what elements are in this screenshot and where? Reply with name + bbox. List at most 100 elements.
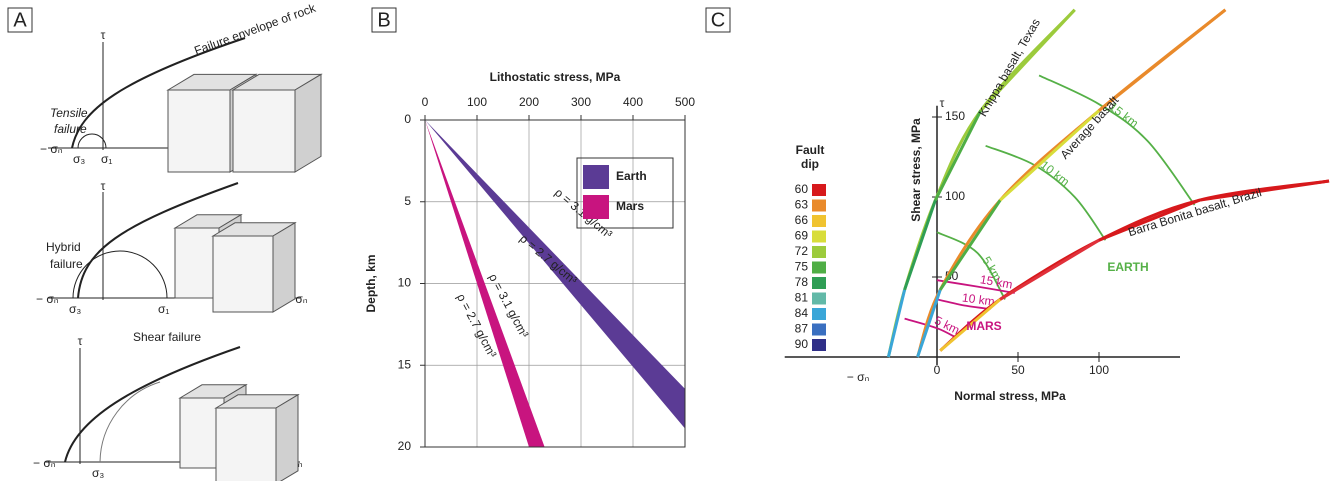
block-face [232, 89, 296, 173]
failure-label: Shear failure [133, 330, 201, 344]
envelope-segment [903, 199, 937, 291]
legend-swatch [812, 339, 826, 351]
panel-label-box [371, 7, 397, 33]
envelope-label: Failure envelope of rock [192, 0, 318, 57]
plot-frame [424, 119, 686, 448]
region-label: EARTH [1107, 260, 1148, 274]
x-tick-label: 0 [422, 95, 429, 109]
envelope-segment [979, 8, 1076, 112]
legend-box [576, 157, 674, 229]
legend-label: 60 [795, 182, 809, 196]
depth-contour [936, 231, 1006, 300]
envelope-segment [1098, 8, 1227, 112]
envelope-segment [916, 289, 942, 358]
block-face [167, 89, 231, 173]
envelope-segment [1199, 179, 1330, 202]
envelope [71, 37, 246, 149]
axis-symbol: τ [78, 334, 83, 348]
legend-swatch [812, 199, 826, 212]
envelope-segment [939, 298, 1002, 352]
envelope-segment [934, 109, 983, 201]
x-tick-label: 400 [623, 95, 643, 109]
block-side [272, 221, 296, 313]
axis-symbol: τ [101, 28, 106, 42]
legend-label: 72 [795, 244, 809, 258]
legend-label: 75 [795, 260, 809, 274]
legend-swatch [812, 292, 826, 305]
legend-swatch [812, 261, 826, 274]
y-axis-title: Depth, km [364, 254, 378, 312]
envelope [64, 346, 241, 463]
diagram-hybrid [48, 182, 300, 300]
legend-title: Fault dip [795, 143, 825, 171]
panel-label-box [7, 7, 33, 33]
axis-label: − σₙ [33, 456, 56, 470]
x-tick-label: 100 [1089, 363, 1109, 377]
mohr-circle [99, 381, 161, 463]
x-tick-label: 50 [1011, 363, 1025, 377]
depth-contour [936, 298, 991, 310]
legend-swatch [812, 215, 826, 227]
panel-label: B [377, 9, 390, 31]
contour-label: 10 km [961, 291, 995, 309]
sigma-label: σ₁ [158, 302, 169, 316]
mohr-circle [72, 250, 168, 299]
envelope-segment [886, 289, 907, 358]
panel-label: A [13, 9, 27, 31]
x-axis-title: Lithostatic stress, MPa [490, 70, 621, 84]
legend-swatch [812, 230, 826, 243]
mohr-circle [77, 133, 107, 149]
sigma-label: σ₃ [69, 302, 81, 316]
y-tick-label: 10 [398, 276, 412, 290]
envelope-segment [938, 199, 1002, 291]
failure-label: Tensile [50, 106, 88, 120]
envelope-segment [999, 109, 1101, 202]
legend-swatch [812, 184, 826, 196]
y-tick-label: 15 [398, 357, 412, 371]
x-tick-label: 300 [571, 95, 591, 109]
density-label: ρ = 2.7 g/cm³ [517, 231, 580, 287]
y-tick-label: 150 [945, 109, 965, 123]
block-face [215, 407, 277, 481]
legend-swatch [812, 308, 826, 320]
envelope [77, 182, 239, 299]
legend-label: Earth [616, 169, 647, 183]
sigma-label: σ₁ [101, 152, 112, 166]
contour-label: 15 km [979, 272, 1014, 291]
curve-label: Average basalt [1057, 93, 1121, 162]
y-tick-label: 0 [404, 112, 411, 126]
y-tick-label: 20 [398, 439, 412, 453]
x-tick-label: 500 [675, 95, 695, 109]
depth-contour [1038, 74, 1196, 206]
depth-contour [904, 317, 957, 339]
legend-swatch [583, 165, 609, 189]
legend-swatch [812, 323, 826, 336]
legend-label: Mars [616, 199, 644, 213]
legend-label: 63 [795, 198, 809, 212]
legend-label: 90 [795, 337, 809, 351]
y-axis-title: Shear stress, MPa [909, 118, 923, 222]
block-face [212, 235, 274, 313]
sigma-label: σ₃ [73, 152, 85, 166]
legend-label: 78 [795, 275, 809, 289]
y-tick-label: 100 [945, 189, 965, 203]
legend-label: 84 [795, 306, 809, 320]
x-tick-label: 0 [934, 363, 941, 377]
legend-label: 66 [795, 213, 809, 227]
x-axis-title: Normal stress, MPa [954, 389, 1066, 403]
legend-swatch [583, 195, 609, 219]
envelope-segment [999, 238, 1100, 301]
envelope-segment [1098, 198, 1200, 242]
legend-label: 69 [795, 229, 809, 243]
block-side [294, 73, 322, 173]
curve-label: Knippa basalt, Texas [976, 16, 1043, 119]
panel-label: C [711, 9, 725, 31]
band [425, 120, 545, 447]
sigma-label: σ₃ [92, 466, 104, 480]
region-label: MARS [966, 319, 1001, 333]
failure-label: failure [54, 122, 87, 136]
failure-label: Hybrid [46, 240, 81, 254]
x-tick-label: 100 [467, 95, 487, 109]
block-side [275, 393, 299, 481]
